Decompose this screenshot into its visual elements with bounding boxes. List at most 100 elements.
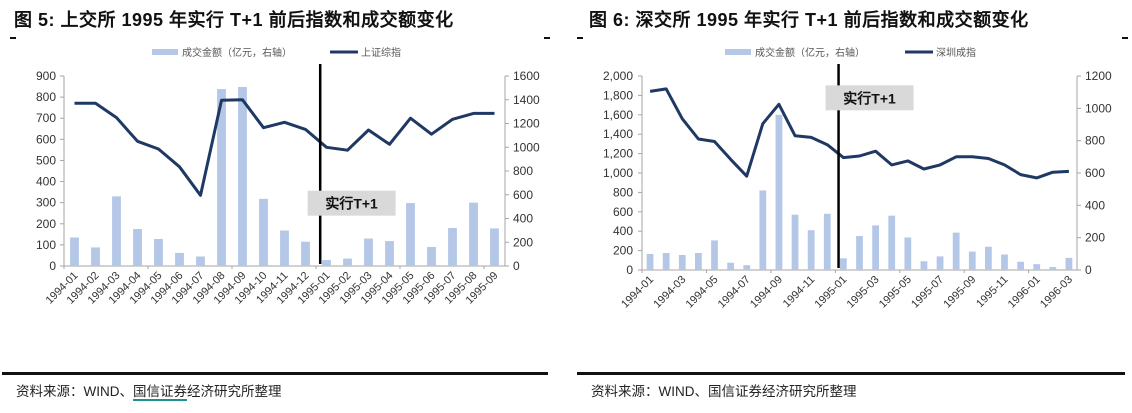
bar (872, 225, 879, 270)
x-tick-label: 1994-09 (748, 274, 785, 311)
right-axis-tick-label: 800 (1085, 134, 1105, 148)
left-axis-tick-label: 1,600 (603, 108, 633, 122)
bar (856, 236, 863, 270)
legend-bar-label: 成交金额（亿元，右轴） (755, 46, 865, 59)
corner-mark (10, 37, 16, 39)
index-line (74, 98, 495, 197)
corner-mark (1122, 37, 1128, 39)
bar (823, 213, 831, 270)
right-axis-tick-label: 200 (1085, 231, 1105, 245)
bar (175, 252, 184, 266)
bar (469, 202, 478, 266)
t-plus-1-annotation: 实行T+1 (825, 85, 914, 111)
bar (1017, 261, 1024, 270)
x-axis-labels: 1994-011994-021994-031994-041994-051994-… (44, 270, 501, 307)
bar (490, 228, 499, 266)
bar-series (70, 86, 499, 266)
bar (662, 253, 670, 270)
x-tick-label: 1994-03 (651, 274, 688, 311)
bar (70, 237, 79, 266)
bar (1065, 257, 1073, 270)
bar (91, 247, 100, 266)
source-suffix: 经济研究所整理 (762, 384, 857, 399)
left-axis-tick-label: 200 (36, 217, 56, 231)
left-axis-tick-label: 200 (613, 244, 633, 258)
bar (238, 86, 247, 266)
bar (888, 215, 896, 270)
left-axis-tick-label: 1,400 (603, 127, 633, 141)
x-tick-label: 1995-05 (877, 274, 914, 311)
figure-6-title: 图 6: 深交所 1995 年实行 T+1 前后指数和成交额变化 (589, 10, 1029, 30)
figure-5-source: 资料来源：WIND、国信证券经济研究所整理 (16, 380, 282, 400)
bar (217, 89, 226, 266)
x-tick-label: 1994-05 (684, 274, 721, 311)
right-axis-tick-label: 600 (513, 188, 533, 202)
figure-6-chart: 成交金额（亿元，右轴） 深圳成指 0 200 400 600 800 1,000 1,200 1,… (603, 46, 1112, 311)
bar (1001, 254, 1008, 270)
bar (646, 253, 654, 270)
left-axis-tick-label: 100 (36, 238, 56, 252)
left-axis-tick-label: 600 (36, 132, 56, 146)
bar (920, 261, 928, 270)
bar (196, 256, 205, 266)
right-axis-tick-label: 800 (513, 164, 533, 178)
right-axis-tick-label: 0 (1085, 263, 1092, 277)
left-axis-tick-label: 0 (49, 259, 56, 273)
x-tick-label: 1995-01 (812, 274, 849, 311)
source-org: 国信证券 (708, 384, 762, 399)
right-axis-tick-label: 1200 (513, 117, 540, 131)
source-link[interactable]: 国信证券 (133, 384, 187, 399)
x-tick-label: 1995-11 (974, 274, 1010, 310)
right-axis-tick-label: 1000 (1085, 101, 1112, 115)
left-axis-tick-label: 0 (626, 263, 633, 277)
corner-mark (577, 37, 583, 39)
bar (985, 246, 992, 270)
bar (280, 230, 289, 266)
x-tick-label: 1994-11 (781, 274, 817, 310)
figure-5-title: 图 5: 上交所 1995 年实行 T+1 前后指数和成交额变化 (14, 10, 454, 30)
index-line (649, 87, 1069, 180)
bar-series (646, 114, 1073, 270)
bar (133, 229, 142, 266)
bar (154, 238, 163, 266)
bar (711, 240, 718, 270)
left-axis-tick-label: 400 (613, 224, 633, 238)
figure-5-chart: 成交金额（亿元，右轴） 上证综指 0 100 200 300 400 500 600 700 800… (36, 46, 540, 307)
bar (952, 232, 960, 270)
bar (904, 237, 912, 270)
x-tick-label: 1995-07 (909, 274, 946, 311)
bar (775, 114, 783, 270)
x-tick-label: 1996-03 (1038, 274, 1075, 311)
x-tick-label: 1994-01 (619, 274, 656, 311)
left-axis-tick-label: 600 (613, 205, 633, 219)
right-axis-tick-label: 200 (513, 235, 533, 249)
legend-bar-swatch (152, 49, 178, 55)
left-axis-tick-label: 1,800 (603, 88, 633, 102)
bar (448, 228, 457, 266)
right-axis-tick-label: 1000 (513, 140, 540, 154)
divider-rule (577, 372, 1125, 375)
t-plus-1-annotation: 实行T+1 (307, 190, 396, 216)
left-axis-tick-label: 400 (36, 175, 56, 189)
left-axis-tick-label: 1,000 (603, 166, 633, 180)
x-tick-label: 1994-07 (716, 274, 753, 311)
source-prefix: 资料来源：WIND、 (16, 384, 133, 399)
bar (112, 196, 121, 266)
right-axis-tick-label: 400 (1085, 198, 1105, 212)
bar (1049, 267, 1057, 270)
left-axis-tick-label: 700 (36, 111, 56, 125)
divider-rule (2, 372, 548, 375)
bar (322, 260, 331, 266)
left-axis-tick-label: 900 (36, 69, 56, 83)
bar (759, 190, 767, 270)
bar (936, 256, 944, 270)
x-tick-label: 1995-09 (941, 274, 978, 311)
left-axis-tick-label: 800 (36, 90, 56, 104)
legend: 成交金额（亿元，右轴） 深圳成指 (725, 46, 976, 59)
legend-bar-swatch (725, 49, 751, 55)
left-axis-tick-label: 800 (613, 185, 633, 199)
bar (678, 254, 686, 270)
figure-6-panel: 图 6: 深交所 1995 年实行 T+1 前后指数和成交额变化 成交金额（亿元… (575, 0, 1132, 413)
svg-text:实行T+1: 实行T+1 (325, 196, 378, 212)
bar (968, 251, 976, 270)
